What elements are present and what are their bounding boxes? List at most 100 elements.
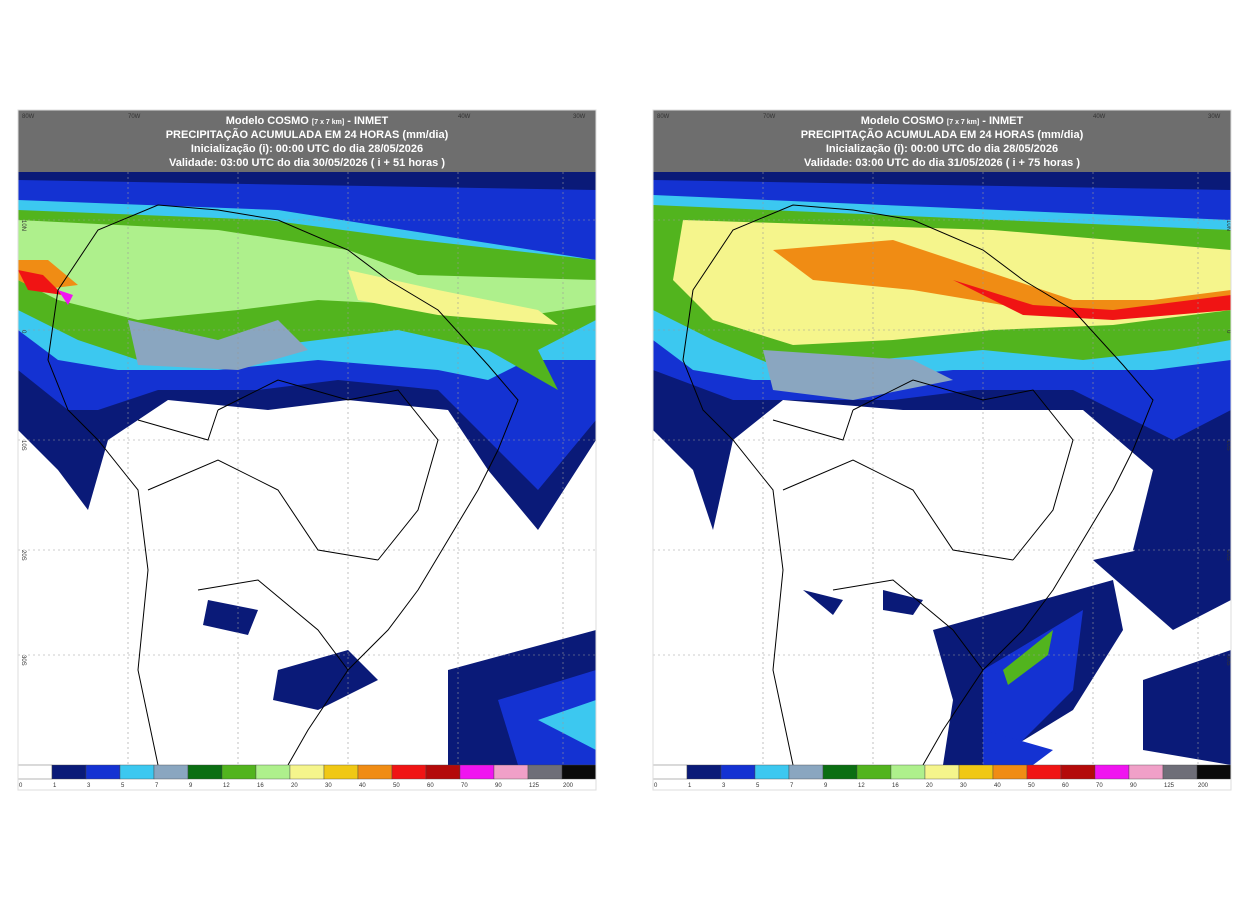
- colorbar-swatch: [856, 764, 892, 780]
- precipitation-area: [1143, 650, 1231, 765]
- colorbar-label: 50: [393, 783, 400, 789]
- colorbar-label: 1: [53, 783, 57, 789]
- precipitation-area: [773, 240, 1231, 315]
- precipitation-field: [18, 172, 596, 765]
- colorbar-label: 3: [87, 783, 91, 789]
- colorbar-swatch: [51, 764, 87, 780]
- colorbar-swatch: [652, 764, 688, 780]
- colorbar-label: 12: [858, 783, 865, 789]
- lon-label: 40W: [1093, 114, 1106, 120]
- precipitation-area: [1093, 530, 1231, 630]
- lat-label: 0: [20, 330, 26, 334]
- lon-label: 70W: [763, 114, 776, 120]
- precipitation-area: [203, 600, 258, 635]
- colorbar-label: 16: [257, 783, 264, 789]
- colorbar-swatch: [323, 764, 359, 780]
- colorbar-label: 30: [960, 783, 967, 789]
- precipitation-area: [348, 270, 558, 325]
- colorbar-label: 50: [1028, 783, 1035, 789]
- colorbar-swatch: [1094, 764, 1130, 780]
- colorbar-swatch: [1026, 764, 1062, 780]
- colorbar-label: 20: [926, 783, 933, 789]
- colorbar-swatch: [493, 764, 529, 780]
- precipitation-area: [273, 650, 378, 710]
- colorbar-swatch: [153, 764, 189, 780]
- precipitation-area: [1003, 630, 1053, 685]
- colorbar-swatch: [255, 764, 291, 780]
- colorbar-label: 12: [223, 783, 230, 789]
- colorbar-swatch: [119, 764, 155, 780]
- colorbar-swatch: [958, 764, 994, 780]
- colorbar-label: 30: [325, 783, 332, 789]
- colorbar-swatch: [187, 764, 223, 780]
- lat-label: 0: [1225, 330, 1231, 334]
- map-panel: Modelo COSMO [7 x 7 km] - INMETPRECIPITA…: [652, 109, 1232, 791]
- colorbar-swatch: [1060, 764, 1096, 780]
- lat-label: 10N: [1225, 220, 1231, 231]
- product-title: PRECIPITAÇÃO ACUMULADA EM 24 HORAS (mm/d…: [801, 128, 1084, 141]
- header-band: [653, 110, 1231, 172]
- agency: - INMET: [982, 115, 1023, 127]
- lat-label: 10N: [20, 220, 26, 231]
- lat-label: 20S: [1225, 550, 1231, 561]
- coastline: [682, 204, 1154, 766]
- lon-label: 80W: [657, 114, 670, 120]
- precipitation-area: [538, 700, 596, 750]
- colorbar-swatch: [890, 764, 926, 780]
- header-line: Modelo COSMO [7 x 7 km] - INMET: [861, 115, 1024, 127]
- resolution: [7 x 7 km]: [312, 119, 344, 126]
- lon-label: 70W: [128, 114, 141, 120]
- colorbar-swatch: [924, 764, 960, 780]
- colorbar-label: 200: [1198, 783, 1209, 789]
- colorbar-swatch: [391, 764, 427, 780]
- colorbar-label: 70: [1096, 783, 1103, 789]
- colorbar-label: 200: [563, 783, 574, 789]
- model-name: Modelo COSMO: [861, 115, 945, 127]
- colorbar-swatch: [1196, 764, 1232, 780]
- init-time: Inicialização (i): 00:00 UTC do dia 28/0…: [191, 143, 423, 155]
- lat-label: 10S: [1225, 440, 1231, 451]
- precipitation-area: [58, 290, 73, 305]
- precipitation-area: [128, 320, 308, 370]
- panel-border: [652, 109, 1232, 791]
- precipitation-field: [653, 172, 1231, 765]
- colorbar-label: 16: [892, 783, 899, 789]
- precipitation-area: [763, 350, 953, 400]
- colorbar-label: 90: [1130, 783, 1137, 789]
- lat-label: 10S: [20, 440, 26, 451]
- lon-label: 40W: [458, 114, 471, 120]
- map-panel: Modelo COSMO [7 x 7 km] - INMETPRECIPITA…: [17, 109, 597, 791]
- precipitation-area: [983, 730, 1053, 765]
- colorbar-label: 125: [529, 783, 540, 789]
- lat-label: 20S: [20, 550, 26, 561]
- precipitation-area: [803, 590, 843, 615]
- model-name: Modelo COSMO: [226, 115, 310, 127]
- colorbar-label: 60: [1062, 783, 1069, 789]
- lon-label: 80W: [22, 114, 35, 120]
- colorbar-swatch: [754, 764, 790, 780]
- colorbar-label: 0: [654, 783, 658, 789]
- colorbar-swatch: [992, 764, 1028, 780]
- lat-label: 30S: [1225, 655, 1231, 666]
- colorbar-swatch: [357, 764, 393, 780]
- valid-time: Validade: 03:00 UTC do dia 31/05/2026 ( …: [804, 157, 1080, 169]
- colorbar-label: 7: [790, 783, 794, 789]
- lon-label: 30W: [1208, 114, 1221, 120]
- precipitation-area: [953, 280, 1231, 320]
- colorbar-swatch: [221, 764, 257, 780]
- product-title: PRECIPITAÇÃO ACUMULADA EM 24 HORAS (mm/d…: [166, 128, 449, 141]
- init-time: Inicialização (i): 00:00 UTC do dia 28/0…: [826, 143, 1058, 155]
- precipitation-area: [883, 590, 923, 615]
- panel-border: [17, 109, 597, 791]
- colorbar-swatch: [289, 764, 325, 780]
- colorbar-label: 9: [189, 783, 193, 789]
- coastline: [47, 204, 519, 766]
- colorbar-swatch: [686, 764, 722, 780]
- colorbar-label: 5: [756, 783, 760, 789]
- colorbar-label: 0: [19, 783, 23, 789]
- resolution: [7 x 7 km]: [947, 119, 979, 126]
- colorbar-label: 20: [291, 783, 298, 789]
- colorbar-label: 40: [359, 783, 366, 789]
- header-line: Modelo COSMO [7 x 7 km] - INMET: [226, 115, 389, 127]
- lat-label: 30S: [20, 655, 26, 666]
